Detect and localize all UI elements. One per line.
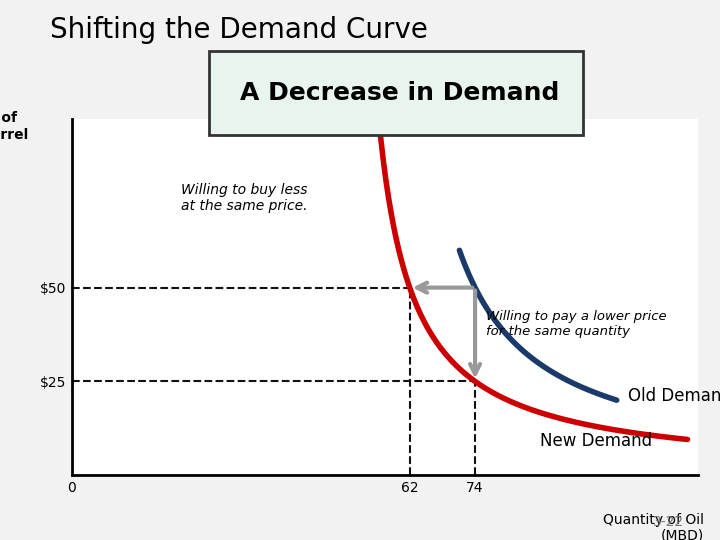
Text: Old Demand: Old Demand [628,387,720,406]
Text: Willing to pay a lower price
for the same quantity: Willing to pay a lower price for the sam… [486,310,667,338]
Text: Price of
oil/barrel: Price of oil/barrel [0,111,28,141]
Text: 3-22: 3-22 [653,515,684,529]
Text: Quantity of Oil
(MBD): Quantity of Oil (MBD) [603,512,704,540]
Text: Willing to buy less
at the same price.: Willing to buy less at the same price. [181,183,307,213]
Text: New Demand: New Demand [541,433,652,450]
Text: A Decrease in Demand: A Decrease in Demand [240,81,559,105]
Text: Shifting the Demand Curve: Shifting the Demand Curve [50,16,428,44]
